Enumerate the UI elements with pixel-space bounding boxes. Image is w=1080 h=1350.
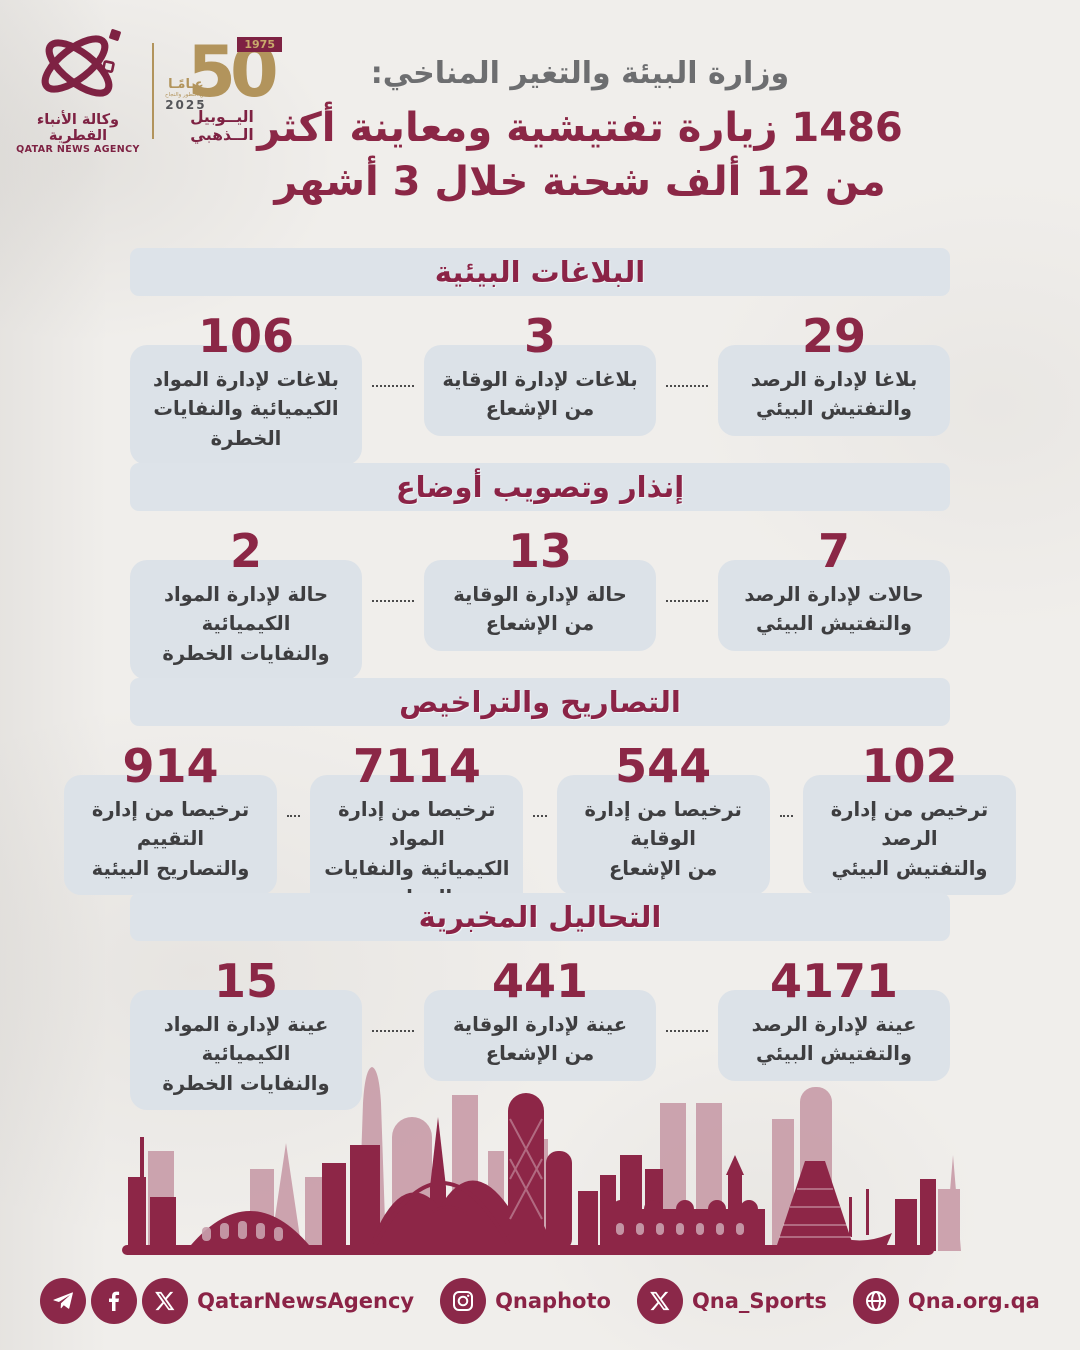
jubilee-tagline: عـامًـا من التطور والنجاح 2025 bbox=[158, 77, 214, 112]
stat-label: بلاغا لإدارة الرصد والتفتيش البيئي bbox=[718, 345, 950, 436]
stat-card: 2 حالة لإدارة المواد الكيميائية والنفايا… bbox=[130, 528, 362, 680]
stat-card: 106 بلاغات لإدارة المواد الكيميائية والن… bbox=[130, 313, 362, 465]
dotted-connector bbox=[287, 815, 301, 817]
stat-value: 3 bbox=[524, 309, 557, 363]
stats-row-lab-analyses: 4171 عينة لإدارة الرصد والتفتيش البيئي 4… bbox=[130, 958, 950, 1110]
stat-label: حالات لإدارة الرصد والتفتيش البيئي bbox=[718, 560, 950, 651]
stat-value: 15 bbox=[214, 954, 279, 1008]
stat-label: حالة لإدارة الوقاية من الإشعاع bbox=[424, 560, 656, 651]
headline-line-2: من 12 ألف شحنة خلال 3 أشهر bbox=[274, 159, 886, 205]
stat-label: ترخيصا من إدارة الوقاية من الإشعاع bbox=[556, 775, 770, 895]
stat-value: 29 bbox=[802, 309, 867, 363]
x-icon[interactable] bbox=[142, 1278, 189, 1324]
ministry-title: وزارة البيئة والتغير المناخي: bbox=[370, 56, 790, 91]
stat-value: 7114 bbox=[352, 739, 481, 793]
footer-handle[interactable]: Qna_Sports bbox=[691, 1289, 827, 1313]
logo-divider bbox=[151, 42, 154, 139]
stat-label: حالة لإدارة المواد الكيميائية والنفايات … bbox=[130, 560, 362, 680]
telegram-icon[interactable] bbox=[40, 1278, 87, 1324]
stat-label: ترخيص من إدارة الرصد والتفتيش البيئي bbox=[803, 775, 1016, 895]
stat-value: 441 bbox=[491, 954, 589, 1008]
stat-label: ترخيصا من إدارة التقييم والتصاريح البيئي… bbox=[64, 775, 278, 895]
section-title: إنذار وتصويب أوضاع bbox=[395, 470, 685, 504]
stat-card: 29 بلاغا لإدارة الرصد والتفتيش البيئي bbox=[718, 313, 950, 436]
stat-card: 3 بلاغات لإدارة الوقاية من الإشعاع bbox=[424, 313, 656, 436]
section-title: التحاليل المخبرية bbox=[418, 900, 662, 934]
stat-value: 4171 bbox=[769, 954, 899, 1008]
stat-card: 914 ترخيصا من إدارة التقييم والتصاريح ال… bbox=[64, 739, 278, 895]
qna-atom-icon bbox=[41, 29, 121, 97]
jubilee-1975-badge: 1975 bbox=[237, 36, 282, 52]
stat-card: 544 ترخيصا من إدارة الوقاية من الإشعاع bbox=[556, 739, 770, 895]
jubilee-sub: من التطور والنجاح bbox=[164, 91, 207, 98]
section-title: التصاريح والتراخيص bbox=[399, 685, 681, 719]
stats-row-permits-licenses: 102 ترخيص من إدارة الرصد والتفتيش البيئي… bbox=[64, 743, 1016, 924]
footer-handle[interactable]: Qnaphoto bbox=[495, 1289, 611, 1313]
stat-label: عينة لإدارة المواد الكيميائية والنفايات … bbox=[130, 990, 362, 1110]
dotted-connector bbox=[372, 385, 414, 387]
stat-label: بلاغات لإدارة الوقاية من الإشعاع bbox=[424, 345, 656, 436]
dotted-connector bbox=[372, 1030, 414, 1032]
stat-label: عينة لإدارة الوقاية من الإشعاع bbox=[424, 990, 656, 1081]
logo-group: وكالة الأنباء القطرية QATAR NEWS AGENCY … bbox=[12, 26, 282, 155]
dotted-connector bbox=[372, 600, 414, 602]
stat-value: 2 bbox=[230, 524, 263, 578]
footer-handle[interactable]: QatarNewsAgency bbox=[197, 1289, 415, 1313]
footer-iconset bbox=[40, 1278, 189, 1324]
footer-group-x-sports: Qna_Sports bbox=[636, 1278, 827, 1324]
stat-card: 441 عينة لإدارة الوقاية من الإشعاع bbox=[424, 958, 656, 1081]
section-header-warnings: إنذار وتصويب أوضاع bbox=[130, 463, 950, 511]
stat-card: 4171 عينة لإدارة الرصد والتفتيش البيئي bbox=[718, 958, 950, 1081]
doha-skyline-illustration bbox=[122, 1067, 961, 1255]
stat-card: 15 عينة لإدارة المواد الكيميائية والنفاي… bbox=[130, 958, 362, 1110]
stat-value: 7 bbox=[818, 524, 851, 578]
dotted-connector bbox=[666, 1030, 708, 1032]
section-header-lab-analyses: التحاليل المخبرية bbox=[130, 893, 950, 941]
facebook-icon[interactable] bbox=[91, 1278, 138, 1324]
dotted-connector bbox=[779, 815, 793, 817]
dotted-connector bbox=[666, 385, 708, 387]
stat-card: 7 حالات لإدارة الرصد والتفتيش البيئي bbox=[718, 528, 950, 651]
footer-group-instagram: Qnaphoto bbox=[440, 1278, 611, 1324]
footer-social-bar: QatarNewsAgency Qnaphoto Qna_Sports Qna.… bbox=[0, 1278, 1080, 1324]
stat-label: بلاغات لإدارة المواد الكيميائية والنفايا… bbox=[130, 345, 362, 465]
dotted-connector bbox=[666, 600, 708, 602]
stat-label: عينة لإدارة الرصد والتفتيش البيئي bbox=[718, 990, 950, 1081]
jubilee-2025: 2025 bbox=[165, 97, 207, 112]
qna-name-arabic: وكالة الأنباء القطرية bbox=[36, 112, 120, 144]
footer-handle[interactable]: Qna.org.qa bbox=[907, 1289, 1040, 1313]
page-title: وزارة البيئة والتغير المناخي: 1486 زيارة… bbox=[230, 56, 930, 209]
stat-card: 13 حالة لإدارة الوقاية من الإشعاع bbox=[424, 528, 656, 651]
section-header-permits-licenses: التصاريح والتراخيص bbox=[130, 678, 950, 726]
dotted-connector bbox=[533, 815, 547, 817]
headline-line-1: 1486 زيارة تفتيشية ومعاينة أكثر bbox=[257, 105, 903, 151]
globe-icon[interactable] bbox=[852, 1278, 899, 1324]
section-title: البلاغات البيئية bbox=[434, 255, 646, 289]
footer-group-website: Qna.org.qa bbox=[852, 1278, 1040, 1324]
stat-value: 102 bbox=[861, 739, 958, 793]
qna-name-english: QATAR NEWS AGENCY bbox=[16, 144, 140, 155]
stat-value: 914 bbox=[122, 739, 219, 793]
instagram-icon[interactable] bbox=[440, 1278, 487, 1324]
stats-row-environmental-reports: 29 بلاغا لإدارة الرصد والتفتيش البيئي 3 … bbox=[130, 313, 950, 465]
golden-jubilee-logo: 50 1975 عـامًـا من التطور والنجاح 2025 ا… bbox=[162, 36, 282, 145]
footer-group-qna: QatarNewsAgency bbox=[40, 1278, 414, 1324]
qna-logo: وكالة الأنباء القطرية QATAR NEWS AGENCY bbox=[12, 26, 144, 155]
stats-row-warnings: 7 حالات لإدارة الرصد والتفتيش البيئي 13 … bbox=[130, 528, 950, 680]
stat-value: 13 bbox=[508, 524, 573, 578]
x-icon[interactable] bbox=[636, 1278, 683, 1324]
stat-value: 106 bbox=[197, 309, 295, 363]
jubilee-label: اليــوبيل الــذهبي bbox=[190, 108, 254, 145]
stat-value: 544 bbox=[615, 739, 712, 793]
jubilee-word: عـامًـا bbox=[168, 76, 204, 92]
section-header-environmental-reports: البلاغات البيئية bbox=[130, 248, 950, 296]
stat-card: 102 ترخيص من إدارة الرصد والتفتيش البيئي bbox=[803, 743, 1016, 895]
